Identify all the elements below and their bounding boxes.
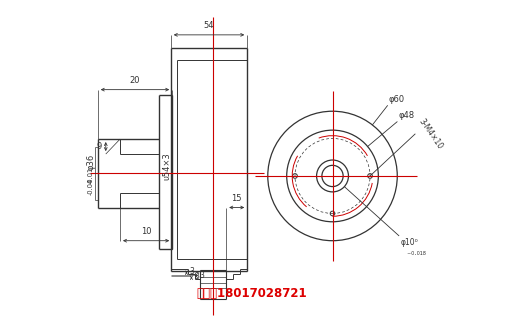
Text: φ36: φ36 — [87, 154, 96, 170]
Text: φ48: φ48 — [399, 111, 414, 120]
Text: 9: 9 — [97, 142, 102, 151]
Text: 15: 15 — [232, 194, 242, 203]
Text: 3: 3 — [200, 271, 205, 280]
Text: -0.01: -0.01 — [88, 166, 94, 184]
Text: 20: 20 — [130, 76, 140, 85]
Text: 3-M4×10: 3-M4×10 — [416, 117, 444, 151]
Text: 10: 10 — [141, 227, 151, 236]
Text: φ60: φ60 — [389, 95, 405, 104]
Text: 54: 54 — [204, 21, 214, 30]
Text: 3: 3 — [195, 272, 200, 281]
Text: 手机：18017028721: 手机：18017028721 — [196, 287, 307, 300]
Text: 3: 3 — [190, 267, 194, 276]
Text: φ10⁰
   ₋₀.₀₁₈: φ10⁰ ₋₀.₀₁₈ — [400, 238, 426, 257]
Text: -0.04: -0.04 — [88, 178, 94, 195]
Text: υ54×3: υ54×3 — [163, 152, 172, 180]
